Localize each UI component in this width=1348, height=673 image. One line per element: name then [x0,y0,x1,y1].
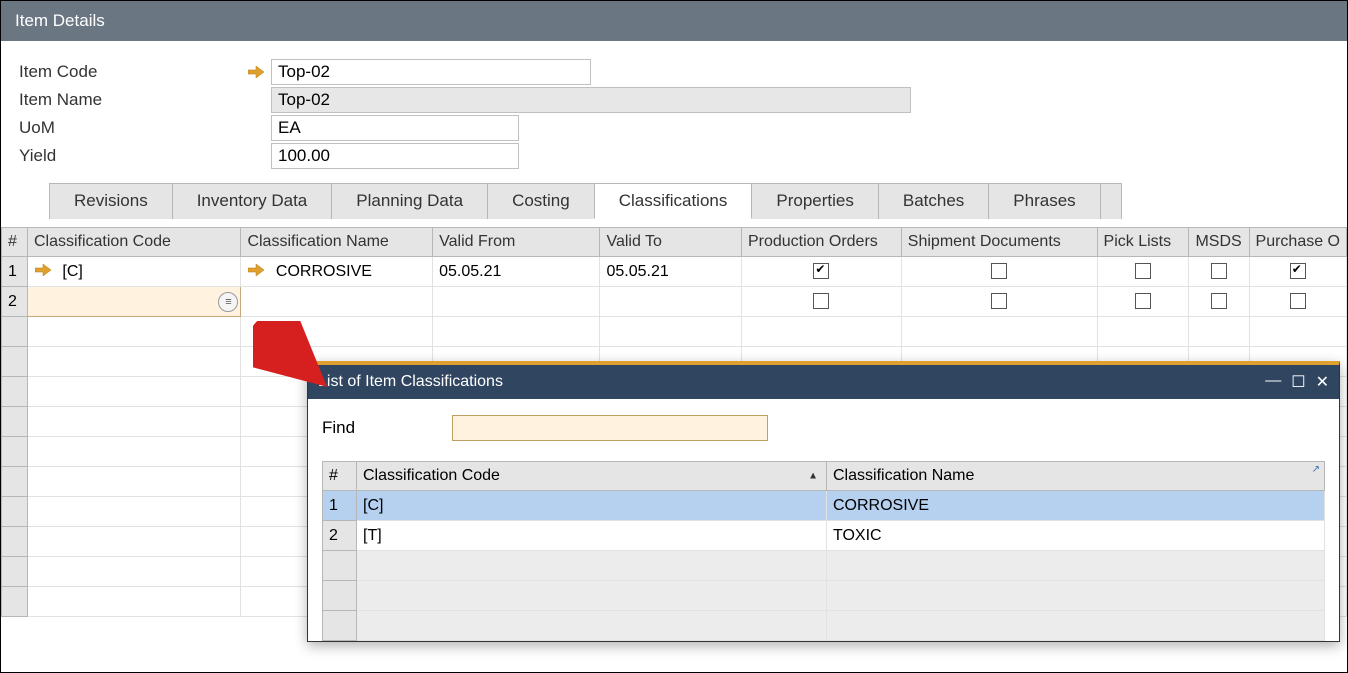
checkbox-msds[interactable] [1211,293,1227,309]
table-row[interactable]: 2 ≡ [2,287,1347,317]
table-row[interactable]: 1 [C] CORROSIVE 05.05.21 05.05.21 [2,257,1347,287]
tab-costing[interactable]: Costing [487,183,595,219]
cell-lookup-button[interactable]: ≡ [218,292,238,312]
cell-name[interactable]: CORROSIVE [241,257,433,287]
col-msds[interactable]: MSDS [1189,228,1249,257]
item-name-input[interactable] [271,87,911,113]
form-area: Item Code Item Name UoM Yield Revisions … [1,41,1347,227]
list-item-empty [323,581,1325,611]
popup-grid: # Classification Code ▲ Classification N… [322,461,1325,641]
close-icon[interactable]: ✕ [1316,372,1329,392]
tab-phrases[interactable]: Phrases [988,183,1100,219]
col-valid-from[interactable]: Valid From [433,228,600,257]
cell-valid-to[interactable] [600,287,741,317]
checkbox-prod-orders[interactable] [813,293,829,309]
checkbox-shipment[interactable] [991,263,1007,279]
yield-input[interactable] [271,143,519,169]
tab-properties[interactable]: Properties [751,183,878,219]
popup-col-num[interactable]: # [323,462,357,491]
checkbox-pick[interactable] [1135,293,1151,309]
minimize-icon[interactable]: — [1265,372,1281,392]
list-item-empty [323,611,1325,641]
checkbox-shipment[interactable] [991,293,1007,309]
window-titlebar: Item Details [1,1,1347,41]
tab-planning-data[interactable]: Planning Data [331,183,488,219]
cell-name[interactable] [241,287,433,317]
col-prod-orders[interactable]: Production Orders [741,228,901,257]
tab-strip: Revisions Inventory Data Planning Data C… [19,183,1337,219]
checkbox-msds[interactable] [1211,263,1227,279]
popup-col-code[interactable]: Classification Code ▲ [357,462,827,491]
find-input[interactable] [452,415,768,441]
item-name-label: Item Name [19,90,247,110]
uom-input[interactable] [271,115,519,141]
checkbox-prod-orders[interactable] [813,263,829,279]
col-purchase[interactable]: Purchase O [1249,228,1346,257]
row-num: 2 [2,287,28,317]
tab-classifications[interactable]: Classifications [594,183,753,219]
table-row-empty [2,317,1347,347]
checkbox-purchase[interactable] [1290,293,1306,309]
link-arrow-icon[interactable] [247,263,265,277]
uom-label: UoM [19,118,247,138]
list-item-empty [323,551,1325,581]
checkbox-pick[interactable] [1135,263,1151,279]
sort-asc-icon: ▲ [808,471,818,482]
cell-valid-to[interactable]: 05.05.21 [600,257,741,287]
link-arrow-icon[interactable] [34,263,52,277]
list-item[interactable]: 2 [T] TOXIC [323,521,1325,551]
col-rownum[interactable]: # [2,228,28,257]
item-code-input[interactable] [271,59,591,85]
cell-valid-from[interactable] [433,287,600,317]
expand-icon[interactable]: ↗ [1312,464,1320,475]
col-shipment[interactable]: Shipment Documents [901,228,1097,257]
col-valid-to[interactable]: Valid To [600,228,741,257]
col-class-code[interactable]: Classification Code [27,228,240,257]
window-title: Item Details [15,11,105,31]
tab-more[interactable] [1100,183,1122,219]
cell-code-editing[interactable]: ≡ [27,287,240,317]
checkbox-purchase[interactable] [1290,263,1306,279]
link-arrow-icon[interactable] [247,65,265,79]
tab-inventory-data[interactable]: Inventory Data [172,183,333,219]
tab-batches[interactable]: Batches [878,183,989,219]
list-item[interactable]: 1 [C] CORROSIVE [323,491,1325,521]
popup-titlebar[interactable]: List of Item Classifications — ☐ ✕ [308,365,1339,399]
popup-title: List of Item Classifications [318,373,503,391]
col-class-name[interactable]: Classification Name [241,228,433,257]
cell-valid-from[interactable]: 05.05.21 [433,257,600,287]
yield-label: Yield [19,146,247,166]
find-label: Find [322,418,452,438]
cell-code[interactable]: [C] [27,257,240,287]
col-pick[interactable]: Pick Lists [1097,228,1189,257]
item-code-label: Item Code [19,62,247,82]
row-num: 1 [2,257,28,287]
popup-col-name[interactable]: Classification Name ↗ [827,462,1325,491]
tab-revisions[interactable]: Revisions [49,183,173,219]
classifications-picker-popup: List of Item Classifications — ☐ ✕ Find … [307,361,1340,642]
maximize-icon[interactable]: ☐ [1291,372,1305,392]
